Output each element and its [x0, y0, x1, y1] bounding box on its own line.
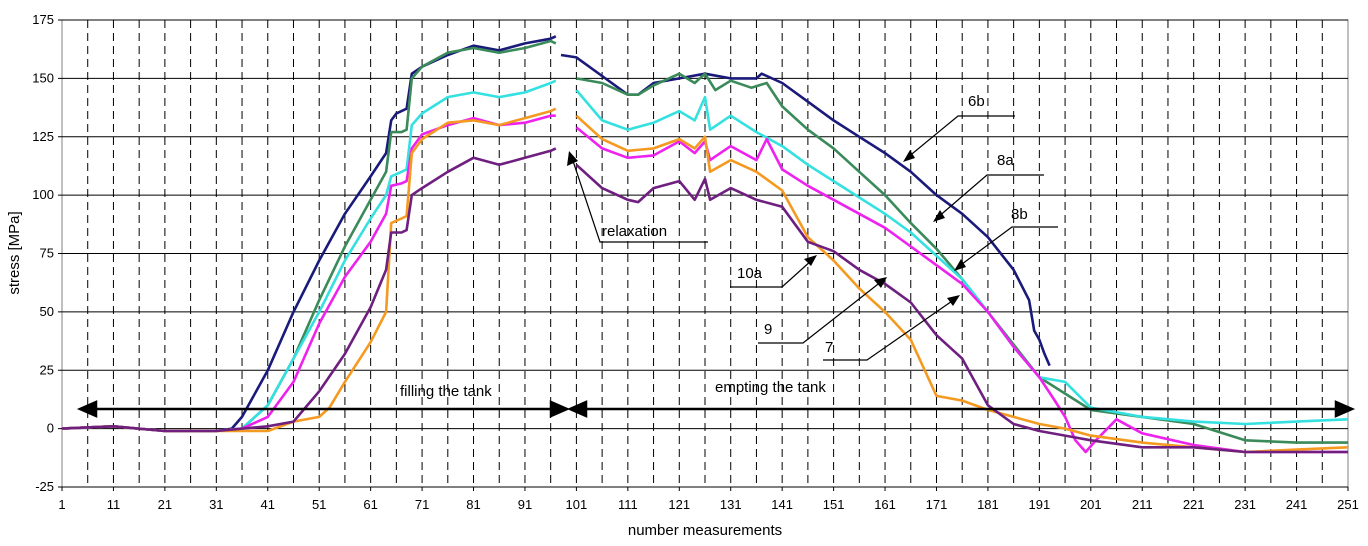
x-tick-label: 121: [668, 497, 690, 512]
callout-6b: [906, 115, 1015, 159]
filling-arrow: [76, 400, 571, 418]
x-tick-label: 171: [926, 497, 948, 512]
x-tick-label: 41: [261, 497, 275, 512]
y-tick-label: 150: [32, 70, 54, 85]
y-tick-label: 25: [40, 362, 54, 377]
relaxation-callout: [571, 157, 708, 243]
x-tick-label: 91: [518, 497, 532, 512]
x-tick-label: 141: [771, 497, 793, 512]
callout-8a-arrowhead: [933, 210, 945, 222]
x-tick-label: 191: [1029, 497, 1051, 512]
y-tick-label: 0: [47, 421, 54, 436]
y-tick-label: 175: [32, 12, 54, 27]
x-tick-label: 71: [415, 497, 429, 512]
x-tick-label: 101: [566, 497, 588, 512]
x-tick-label: 251: [1337, 497, 1359, 512]
series-line-7: [61, 147, 1348, 454]
x-tick-label: 161: [874, 497, 896, 512]
x-tick-label: 231: [1234, 497, 1256, 512]
x-tick-label: 211: [1132, 497, 1153, 512]
x-tick-label: 21: [158, 497, 172, 512]
callout-9: [758, 280, 883, 344]
y-tick-label: 75: [40, 246, 54, 261]
callout-8b: [957, 226, 1058, 268]
y-tick-label: 125: [32, 129, 54, 144]
relaxation-label: relaxation: [602, 223, 667, 240]
x-axis-title: number measurements: [628, 522, 782, 539]
x-tick-label: 201: [1080, 497, 1102, 512]
callout-10a-arrowhead: [804, 255, 817, 266]
x-tick-label: 31: [209, 497, 223, 512]
series-layer: [61, 35, 1349, 454]
series-label-8b: 8b: [1011, 206, 1028, 223]
empting-arrow: [566, 400, 1356, 418]
x-tick-label: 51: [312, 497, 326, 512]
series-label-7: 7: [825, 339, 833, 356]
x-tick-label: 11: [107, 497, 121, 512]
x-tick-label: 181: [977, 497, 999, 512]
callout-7: [823, 298, 956, 361]
x-tick-label: 131: [720, 497, 742, 512]
y-tick-label: 100: [32, 187, 54, 202]
callout-10a: [730, 259, 813, 288]
callout-7-arrowhead: [947, 295, 960, 306]
y-tick-label: 50: [40, 304, 54, 319]
x-tick-label: 221: [1183, 497, 1205, 512]
callout-9-arrowhead: [874, 277, 887, 288]
x-tick-label: 241: [1286, 497, 1308, 512]
callout-6b-arrowhead: [903, 150, 915, 162]
filling-label: filling the tank: [400, 383, 492, 400]
x-tick-label: 151: [823, 497, 845, 512]
empting-label: empting the tank: [715, 379, 826, 396]
series-label-9: 9: [764, 321, 772, 338]
series-label-8a: 8a: [997, 152, 1014, 169]
x-tick-label: 81: [466, 497, 480, 512]
y-axis-title: stress [MPa]: [6, 211, 23, 294]
series-label-10a: 10a: [737, 265, 763, 282]
x-tick-label: 111: [618, 497, 638, 512]
x-tick-label: 1: [58, 497, 65, 512]
callout-8b-arrowhead: [954, 259, 966, 271]
y-tick-label: -25: [35, 479, 54, 494]
series-line-9: [61, 107, 1349, 454]
x-tick-label: 61: [363, 497, 377, 512]
series-label-6b: 6b: [968, 93, 985, 110]
callout-8a: [936, 174, 1044, 219]
relaxation-arrowhead: [567, 151, 578, 166]
